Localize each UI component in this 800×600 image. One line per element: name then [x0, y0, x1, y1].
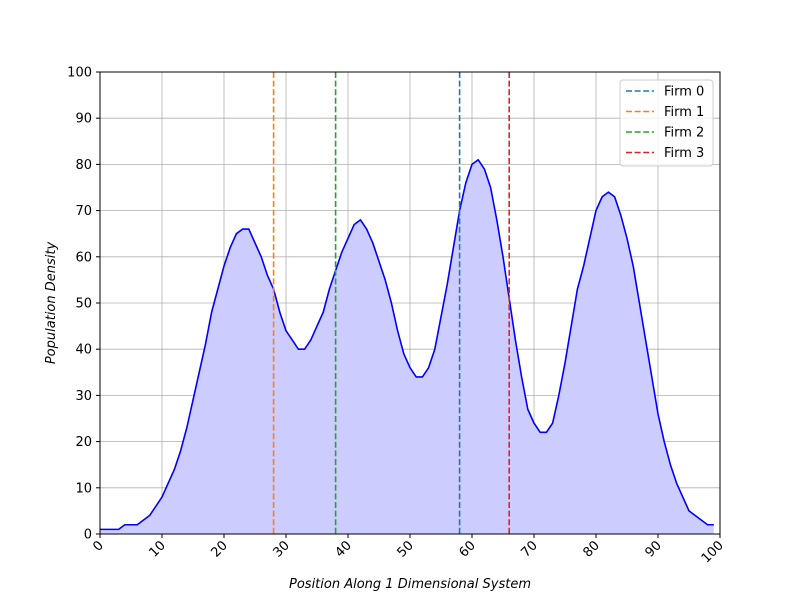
y-tick-label: 20	[75, 435, 92, 450]
y-tick-label: 0	[84, 528, 92, 543]
legend-label: Firm 1	[664, 105, 704, 120]
legend-label: Firm 0	[664, 85, 704, 100]
y-tick-label: 80	[75, 158, 92, 173]
y-tick-label: 60	[75, 250, 92, 265]
x-axis-label: Position Along 1 Dimensional System	[289, 577, 531, 592]
legend: Firm 0 Firm 1 Firm 2 Firm 3	[619, 79, 714, 167]
density-line	[100, 158, 714, 531]
y-tick-label: 40	[75, 343, 92, 358]
y-axis-label: Population Density	[44, 242, 59, 365]
y-tick-label: 30	[75, 389, 92, 404]
y-tick-label: 90	[75, 112, 92, 127]
y-tick-label: 100	[67, 66, 92, 81]
y-tick-label: 50	[75, 297, 92, 312]
legend-label: Firm 2	[664, 126, 704, 141]
y-tick-label: 10	[75, 481, 92, 496]
legend-label: Firm 3	[664, 146, 704, 161]
legend-box	[619, 79, 714, 167]
y-tick-label: 70	[75, 204, 92, 219]
density-area	[100, 159, 714, 534]
